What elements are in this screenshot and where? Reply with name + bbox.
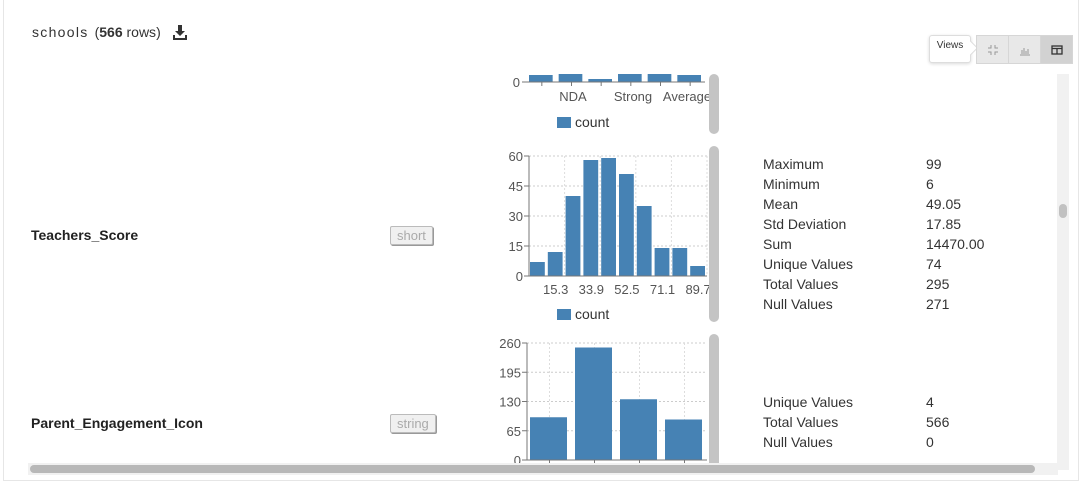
chart-scrollbar[interactable]: [709, 334, 719, 464]
download-icon[interactable]: [172, 24, 188, 40]
histogram-teachers-score: 0 15 30 45 60 15.3 33.9 52.5 71.1 89.7 count: [509, 149, 711, 322]
stat-value: 99: [926, 156, 942, 172]
legend-swatch: [557, 309, 571, 320]
row-count: (566 rows): [94, 24, 161, 40]
horizontal-scrollbar-thumb[interactable]: [30, 465, 1035, 473]
stat-value: 4: [926, 394, 934, 410]
stat-value: 49.05: [926, 196, 962, 212]
legend-swatch: [557, 117, 571, 128]
category-bar: [618, 74, 642, 82]
column-name: Parent_Engagement_Icon: [31, 415, 203, 431]
histogram-bar: [547, 252, 563, 276]
stat-label: Std Deviation: [763, 216, 847, 232]
y-tick-label: 260: [499, 336, 521, 351]
stat-value: 74: [926, 256, 942, 272]
stat-label: Maximum: [763, 156, 824, 172]
x-tick-label: Strong: [614, 89, 652, 104]
type-badge: short: [390, 226, 433, 245]
category-bar: [588, 79, 612, 82]
y-tick-label: 0: [513, 75, 520, 90]
x-tick-label: NDA: [559, 89, 587, 104]
table-icon: [1050, 44, 1063, 55]
stat-value: 14470.00: [926, 236, 985, 252]
x-tick-label: Average: [663, 89, 711, 104]
y-tick-label: 65: [507, 424, 521, 439]
category-bar: [665, 419, 702, 460]
stat-value: 0: [926, 434, 934, 450]
y-tick-label: 195: [499, 365, 521, 380]
x-tick-label: 15.3: [543, 282, 568, 297]
histogram-bar: [636, 206, 652, 276]
table-name: schools: [32, 24, 89, 40]
histogram-bar: [690, 266, 705, 276]
stat-label: Null Values: [763, 434, 833, 450]
x-tick-label: 52.5: [614, 282, 639, 297]
type-badge: string: [390, 414, 436, 433]
legend-label: count: [575, 306, 609, 322]
column-summary-list: 0 NDA Strong Average count Teachers_Score sh…: [4, 74, 1054, 464]
category-bar: [558, 74, 583, 82]
vertical-scrollbar[interactable]: [1057, 74, 1069, 470]
stat-value: 566: [926, 414, 950, 430]
stat-label: Total Values: [763, 414, 839, 430]
compress-view-button[interactable]: [976, 35, 1009, 64]
x-tick-label: 33.9: [579, 282, 604, 297]
stat-label: Minimum: [763, 176, 820, 192]
stat-label: Mean: [763, 196, 799, 212]
chart-icon: [1019, 47, 1030, 55]
chart-scrollbar[interactable]: [709, 146, 719, 322]
column-name: Teachers_Score: [31, 227, 139, 243]
y-tick-label: 0: [516, 269, 523, 284]
histogram-bar: [530, 262, 545, 276]
category-bar: [620, 399, 657, 460]
stat-label: Sum: [763, 236, 792, 252]
vertical-scrollbar-thumb[interactable]: [1059, 204, 1067, 218]
histogram-bar: [654, 248, 670, 276]
stat-label: Unique Values: [763, 394, 854, 410]
category-bar: [647, 74, 672, 82]
x-tick-label: 89.7: [685, 282, 710, 297]
histogram-bar: [601, 158, 616, 276]
y-tick-label: 15: [509, 239, 523, 254]
stat-label: Unique Values: [763, 256, 854, 272]
category-bar: [530, 417, 567, 460]
x-tick-label: 71.1: [650, 282, 675, 297]
stat-label: Null Values: [763, 296, 833, 312]
y-tick-label: 130: [499, 395, 521, 410]
view-switcher: [976, 35, 1073, 64]
y-tick-label: 45: [509, 179, 523, 194]
histogram-bar: [619, 174, 634, 276]
table-view-button[interactable]: [1040, 35, 1073, 64]
stat-value: 295: [926, 276, 950, 292]
stat-value: 6: [926, 176, 934, 192]
chart-view-button[interactable]: [1008, 35, 1041, 64]
category-bar: [575, 347, 612, 460]
legend-label: count: [575, 114, 609, 130]
stat-value: 271: [926, 296, 950, 312]
chart-scrollbar[interactable]: [709, 74, 719, 134]
y-tick-label: 0: [514, 453, 521, 464]
stat-label: Total Values: [763, 276, 839, 292]
histogram-bar: [565, 196, 581, 276]
histogram-bar: [583, 160, 599, 276]
y-tick-label: 60: [509, 149, 523, 164]
compress-icon: [987, 44, 998, 55]
histogram-parent-engagement-icon: 0 65 130 195 260: [499, 336, 707, 464]
category-bar: [529, 75, 553, 82]
category-bar: [677, 75, 701, 82]
chart-previous-column: 0 NDA Strong Average count: [513, 74, 711, 130]
row-count-number: 566: [99, 24, 123, 40]
table-title: schools (566 rows): [32, 24, 188, 40]
stat-value: 17.85: [926, 216, 962, 232]
views-tooltip: Views: [929, 35, 971, 63]
y-tick-label: 30: [509, 209, 523, 224]
row-count-suffix: rows: [126, 24, 157, 40]
histogram-bar: [672, 248, 688, 276]
